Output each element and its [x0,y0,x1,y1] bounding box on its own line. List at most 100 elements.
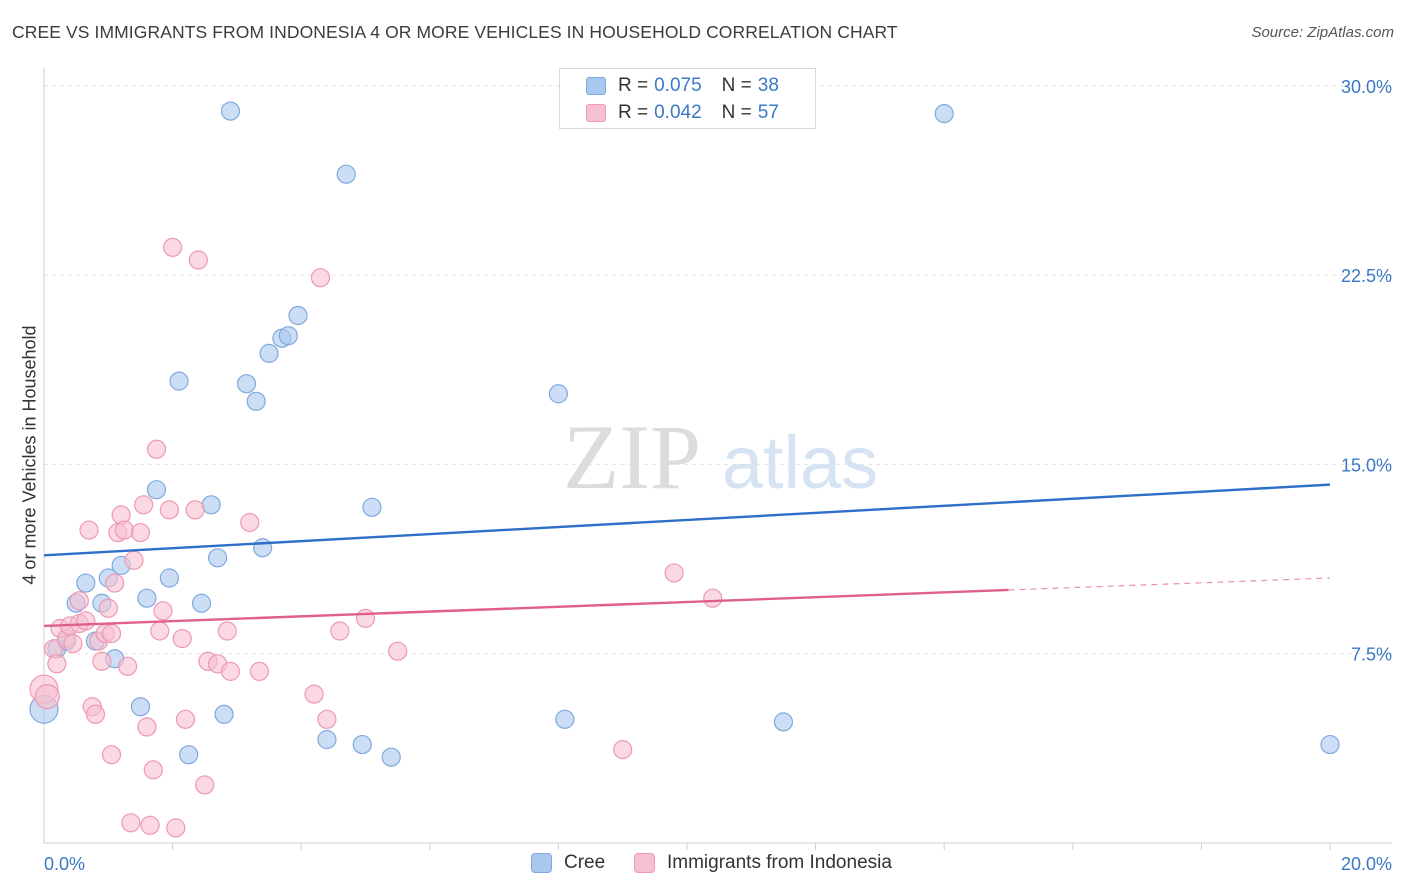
indonesia-point [34,684,60,710]
watermark-atlas: atlas [722,421,878,504]
indonesia-point [47,654,67,674]
cree-point [555,709,575,729]
watermark-zip: ZIP [563,406,701,508]
indonesia-point [101,745,122,765]
indonesia-point [76,611,96,631]
stats-legend-row-indonesia: R = 0.042 N = 57 [586,100,779,126]
cree-point [288,305,308,326]
indonesia-point [310,268,331,288]
indonesia-point [121,813,141,833]
indonesia-point [317,709,337,729]
cree-point [76,573,96,593]
indonesia-swatch [586,104,606,122]
indonesia-point [85,704,106,724]
tick-labels: 7.5% 15.0% 22.5% 30.0% 0.0% 20.0% [44,77,1392,874]
cree-point [259,343,279,363]
cree-legend-swatch [531,853,552,873]
indonesia-point [124,550,144,570]
indonesia-point [101,623,122,644]
indonesia-point [117,656,138,676]
indonesia-point [330,621,350,641]
x-tick-label: 20.0% [1341,854,1392,874]
r-value: 0.042 [654,102,702,123]
indonesia-point [195,775,215,795]
cree-point [169,371,189,391]
cree-point [146,480,167,500]
n-label: N = [721,102,752,123]
legend-item-indonesia[interactable]: Immigrants from Indonesia [634,852,892,874]
cree-point [208,548,228,568]
axes [43,68,1392,850]
x-tick-label: 0.0% [44,854,85,874]
cree-point [253,538,273,558]
indonesia-point [134,495,154,515]
indonesia-point [63,634,83,654]
indonesia-point [355,608,376,628]
indonesia-point [163,237,183,257]
cree-point [773,712,794,732]
indonesia-point [92,651,112,671]
cree-point [381,747,401,767]
cree-point [214,704,234,724]
indonesia-point [69,591,89,611]
y-tick-label: 15.0% [1341,455,1392,475]
indonesia-point [114,520,134,540]
data-points [29,101,1340,838]
indonesia-trend-line [43,588,1009,628]
indonesia-legend-swatch [634,853,655,873]
n-value: 38 [757,75,779,96]
indonesia-point [217,621,237,641]
indonesia-point [249,661,270,681]
legend-label-indonesia: Immigrants from Indonesia [667,852,892,873]
y-axis-label: 4 or more Vehicles in Household [19,325,40,585]
cree-point [159,568,179,588]
indonesia-point [664,563,684,583]
y-tick-label: 22.5% [1341,266,1392,286]
r-label: R = [618,102,649,123]
legend-item-cree[interactable]: Cree [531,852,605,874]
cree-point [336,164,356,184]
indonesia-point [146,439,167,459]
cree-point [246,391,266,411]
cree-point [130,697,151,717]
indonesia-point [105,573,125,593]
indonesia-point [137,717,157,737]
indonesia-point [703,588,723,608]
indonesia-point [98,598,118,618]
indonesia-point [388,641,408,661]
cree-point [362,497,382,517]
cree-swatch [586,77,606,95]
indonesia-point [140,815,160,835]
grid-lines [44,85,1392,655]
indonesia-point [143,760,163,780]
indonesia-point [220,661,241,681]
indonesia-point [185,500,205,520]
n-value: 57 [757,102,779,123]
legend-label-cree: Cree [564,852,606,873]
cree-point [179,745,199,765]
indonesia-point [130,522,151,543]
trend-lines [43,483,1331,628]
chart-title: CREE VS IMMIGRANTS FROM INDONESIA 4 OR M… [12,22,898,42]
cree-point [548,384,569,404]
cree-point [934,104,954,124]
cree-point [220,101,241,121]
indonesia-point [175,709,196,729]
stats-legend-row-cree: R = 0.075 N = 38 [586,73,779,99]
cree-point [201,495,221,515]
cree-point [236,374,257,394]
indonesia-point [153,601,173,621]
watermark: ZIP atlas [563,406,878,508]
series-legend: Cree Immigrants from Indonesia [0,852,1406,878]
cree-point [137,588,157,608]
cree-point [1320,734,1340,755]
cree-point [352,734,372,755]
indonesia-point [172,628,192,649]
r-label: R = [618,75,649,96]
n-label: N = [721,75,752,96]
cree-point [191,593,212,613]
cree-trend-line [43,483,1331,557]
indonesia-point [166,818,186,838]
indonesia-point [79,520,99,540]
